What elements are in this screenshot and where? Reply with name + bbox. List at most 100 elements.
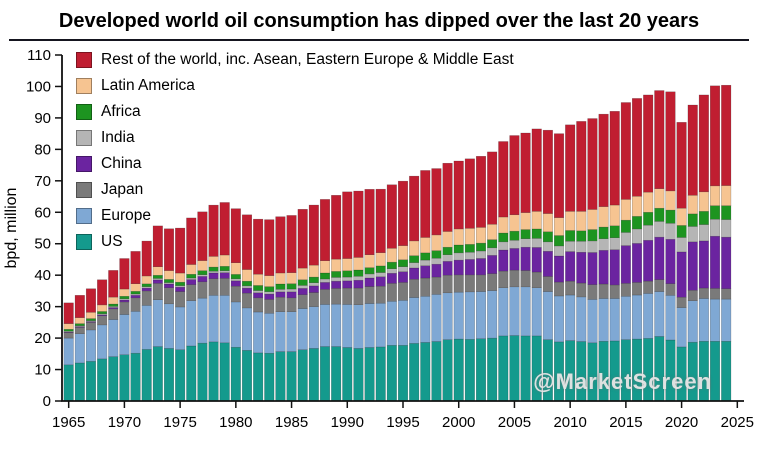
bar-segment (319, 289, 331, 305)
bar-segment (464, 244, 475, 253)
bar-segment (375, 188, 386, 253)
bar-segment (85, 322, 96, 331)
bar-segment (286, 283, 297, 290)
bar-segment (74, 333, 85, 364)
bar-segment (598, 298, 609, 342)
bar-segment (74, 362, 85, 402)
bar-segment (409, 297, 420, 344)
bar-segment (531, 228, 542, 239)
legend-label: Europe (101, 207, 151, 224)
bar-segment (85, 329, 96, 362)
bar-segment (219, 266, 230, 271)
bar-segment (598, 283, 609, 299)
bar-segment (197, 281, 208, 299)
bar-segment (698, 287, 709, 299)
bar-segment (643, 280, 654, 294)
bar-segment (453, 291, 464, 340)
bar-segment (253, 218, 264, 275)
bar-segment (553, 281, 565, 297)
bar-segment (386, 283, 397, 302)
bar-segment (175, 227, 186, 274)
bar-segment (442, 231, 453, 248)
bar-segment (85, 318, 96, 321)
bar-segment (542, 291, 553, 340)
bar-segment (275, 216, 286, 274)
bar-segment (230, 301, 241, 348)
legend-item: Latin America (76, 73, 514, 99)
bar-segment (576, 251, 587, 284)
bar-segment (475, 338, 487, 402)
bar-segment (230, 346, 241, 402)
bar-segment (130, 352, 141, 402)
bar-segment (331, 303, 342, 347)
legend-label: Africa (101, 103, 141, 120)
bar-segment (487, 255, 498, 274)
bar-segment (275, 311, 286, 352)
bar-segment (152, 279, 163, 284)
x-tick-label: 1995 (386, 414, 419, 431)
bar-segment (397, 266, 409, 272)
bar-segment (698, 298, 709, 342)
bar-segment (275, 291, 286, 298)
bar-segment (632, 196, 643, 217)
bar-segment (509, 335, 520, 402)
bar-segment (119, 258, 130, 290)
bar-segment (632, 228, 643, 244)
bar-segment (197, 274, 208, 277)
bar-segment (208, 256, 219, 268)
bar-segment (453, 274, 464, 293)
bar-segment (587, 229, 598, 242)
bar-segment (219, 295, 230, 344)
bar-segment (509, 269, 520, 288)
y-tick-label: 30 (34, 299, 51, 316)
bar-segment (308, 292, 319, 307)
bar-segment (553, 133, 565, 218)
bar-segment (676, 122, 687, 209)
x-tick-label: 2000 (442, 414, 475, 431)
bar-segment (620, 283, 631, 297)
bar-segment (509, 240, 520, 249)
bar-segment (576, 211, 587, 232)
bar-segment (275, 283, 286, 290)
bar-segment (710, 185, 721, 206)
bar-segment (721, 205, 732, 220)
bar-segment (319, 199, 331, 261)
bar-segment (654, 207, 665, 222)
bar-segment (219, 272, 230, 279)
bar-segment (587, 240, 598, 253)
bar-segment (710, 85, 721, 187)
bar-segment (364, 286, 375, 304)
bar-segment (498, 249, 509, 272)
bar-segment (331, 271, 342, 278)
bar-segment (531, 271, 542, 288)
legend-item: China (76, 151, 514, 177)
bar-segment (342, 276, 353, 282)
bar-segment (587, 299, 598, 344)
bar-segment (286, 272, 297, 284)
bar-segment (498, 287, 509, 337)
bar-segment (632, 294, 643, 340)
bar-segment (698, 224, 709, 242)
bar-segment (97, 324, 108, 360)
bar-segment (475, 258, 487, 276)
bar-segment (253, 311, 264, 354)
bar-segment (264, 219, 275, 276)
bar-segment (464, 259, 475, 276)
bar-segment (520, 286, 531, 337)
bar-segment (85, 312, 96, 319)
bar-segment (286, 311, 297, 352)
bar-segment (375, 285, 386, 304)
y-tick-label: 10 (34, 362, 51, 379)
legend-item: Europe (76, 203, 514, 229)
x-tick-label: 2015 (609, 414, 642, 431)
bar-segment (319, 282, 331, 290)
bar-segment (442, 274, 453, 294)
bar-segment (420, 342, 431, 402)
bar-segment (587, 252, 598, 285)
bar-segment (119, 314, 130, 355)
bar-segment (509, 135, 520, 216)
bar-segment (397, 180, 409, 246)
bar-segment (587, 118, 598, 210)
y-tick-label: 110 (27, 47, 51, 64)
bar-segment (409, 279, 420, 298)
